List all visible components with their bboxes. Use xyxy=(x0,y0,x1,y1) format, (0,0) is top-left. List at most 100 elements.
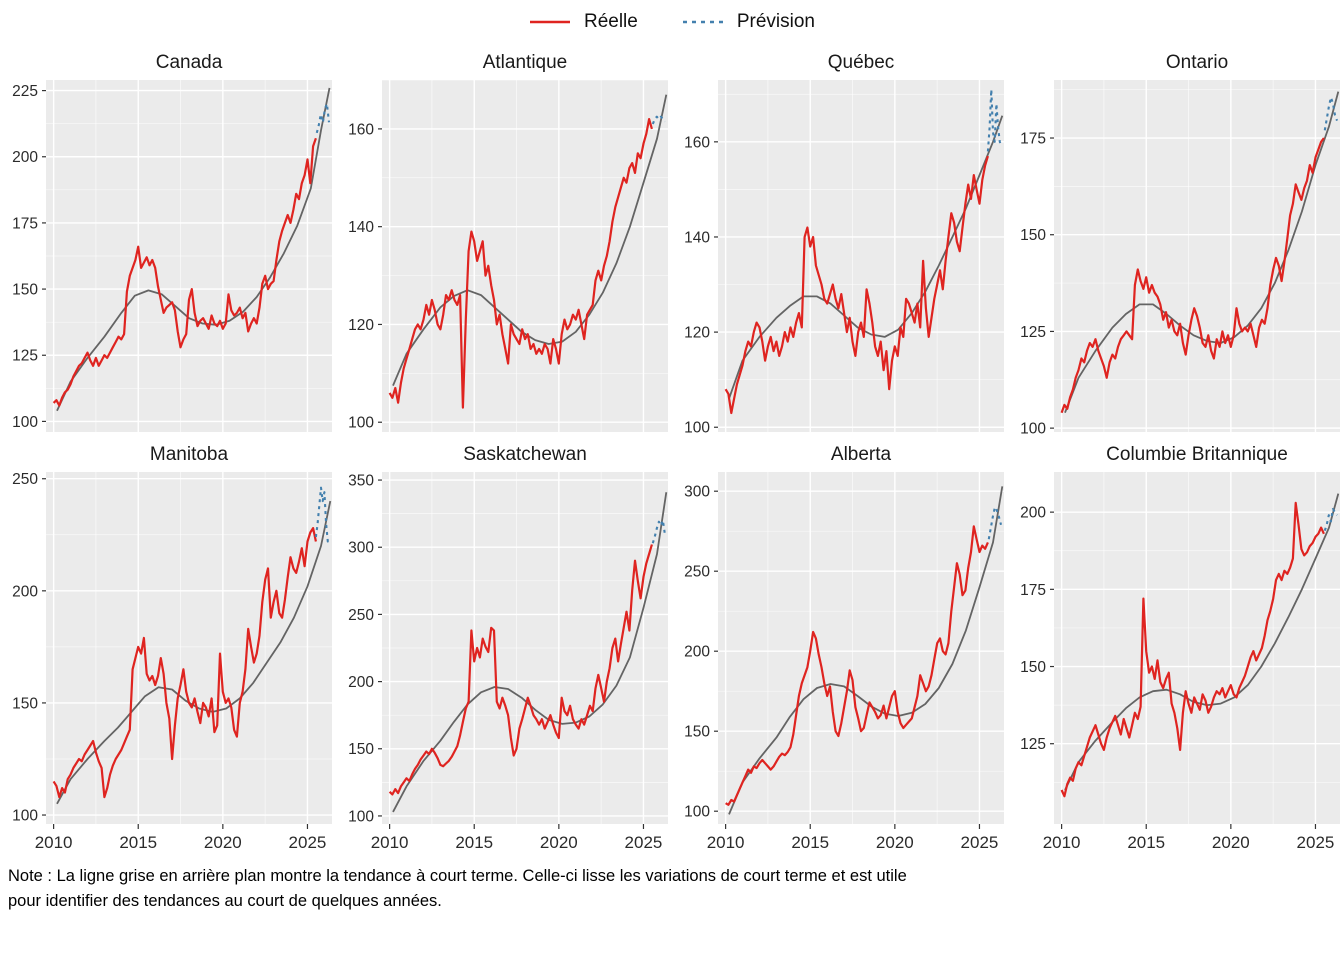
gridlines xyxy=(382,79,668,432)
plot-svg: 100 150 200 250 300 2010 2015 2020 2025 xyxy=(684,472,1004,852)
footnote-line-1: Note : La ligne grise en arrière plan mo… xyxy=(8,867,907,885)
svg-text:2020: 2020 xyxy=(204,833,242,852)
panel-atlantique: Atlantique 100 120 140 160 xyxy=(336,46,672,436)
series-lines xyxy=(388,492,668,813)
svg-text:2015: 2015 xyxy=(1127,833,1165,852)
gridlines xyxy=(718,80,1004,432)
series-lines xyxy=(1060,493,1340,798)
svg-text:2025: 2025 xyxy=(625,833,663,852)
forecast-line xyxy=(1323,508,1338,532)
actual-line xyxy=(1060,501,1325,798)
svg-text:2010: 2010 xyxy=(707,833,745,852)
y-axis: 100 150 200 250 300 350 xyxy=(348,472,382,825)
svg-text:2010: 2010 xyxy=(371,833,409,852)
y-axis: 100 120 140 160 xyxy=(684,134,718,436)
svg-text:125: 125 xyxy=(1020,736,1046,753)
svg-text:175: 175 xyxy=(1020,130,1046,147)
panel-plot: 100 120 140 160 xyxy=(336,76,672,436)
y-axis: 100 120 140 160 xyxy=(348,121,382,432)
svg-text:140: 140 xyxy=(684,229,710,246)
panel-ontario: Ontario 100 125 150 175 xyxy=(1008,46,1344,436)
series-lines xyxy=(1060,91,1340,414)
forecast-line xyxy=(314,486,331,543)
svg-text:250: 250 xyxy=(684,564,710,581)
gridlines xyxy=(1054,472,1340,824)
plot-svg: 100 125 150 175 xyxy=(1020,80,1340,436)
panel-manitoba: Manitoba 100 150 200 250 2010 2015 2020 2025 xyxy=(0,438,336,856)
trend-line xyxy=(56,500,332,805)
dashed-line-icon xyxy=(682,20,723,24)
panel-title: Ontario xyxy=(1165,52,1229,73)
series-lines xyxy=(52,486,332,805)
svg-text:125: 125 xyxy=(12,348,38,365)
panel-alberta: Alberta 100 150 200 250 300 2010 2015 2020 2025 xyxy=(672,438,1008,856)
plot-svg: 100 120 140 160 xyxy=(684,80,1004,436)
legend-item-reelle: Réelle xyxy=(529,11,638,33)
panel-background xyxy=(46,472,332,824)
actual-line xyxy=(725,525,989,806)
panel-title: Atlantique xyxy=(482,52,568,73)
plot-svg: 100 125 150 175 200 225 xyxy=(12,80,332,432)
panel-plot: 100 150 200 250 300 2010 2015 2020 2025 xyxy=(672,468,1008,856)
actual-line xyxy=(1060,137,1325,414)
svg-text:200: 200 xyxy=(1020,505,1046,522)
svg-text:300: 300 xyxy=(348,540,374,557)
panel-title: Columbie Britannique xyxy=(1106,444,1288,465)
panel-plot: 100 150 200 250 300 350 2010 2015 2020 2025 xyxy=(336,468,672,856)
y-axis: 100 125 150 175 200 225 xyxy=(12,83,46,431)
svg-text:150: 150 xyxy=(684,724,710,741)
svg-text:100: 100 xyxy=(684,804,710,821)
footnote-line-2: pour identifier des tendances au court d… xyxy=(8,892,442,910)
svg-text:200: 200 xyxy=(12,583,38,600)
panel-title: Saskatchewan xyxy=(463,444,587,465)
actual-line xyxy=(388,117,653,409)
svg-text:2015: 2015 xyxy=(455,833,493,852)
svg-text:150: 150 xyxy=(12,282,38,299)
panel-plot: 100 120 140 160 xyxy=(672,76,1008,436)
svg-text:100: 100 xyxy=(348,415,374,432)
svg-text:100: 100 xyxy=(12,807,38,824)
svg-text:2020: 2020 xyxy=(876,833,914,852)
svg-text:150: 150 xyxy=(348,741,374,758)
actual-line xyxy=(52,137,317,407)
panel-quebec: Québec 100 120 140 160 xyxy=(672,46,1008,436)
svg-text:200: 200 xyxy=(348,674,374,691)
legend-item-prevision: Prévision xyxy=(682,11,815,33)
forecast-line xyxy=(651,519,667,544)
y-axis: 100 150 200 250 xyxy=(12,471,46,824)
gridlines xyxy=(46,80,332,432)
svg-text:300: 300 xyxy=(684,484,710,501)
forecast-line xyxy=(315,102,331,134)
x-axis: 2010 2015 2020 2025 xyxy=(707,824,998,852)
svg-text:160: 160 xyxy=(348,121,374,138)
gridlines xyxy=(46,472,332,824)
x-axis: 2010 2015 2020 2025 xyxy=(371,824,663,852)
plot-svg: 100 150 200 250 2010 2015 2020 2025 xyxy=(12,471,332,852)
gridlines xyxy=(718,472,1004,824)
facet-grid: Canada 100 125 150 175 200 225 Atlantique 100… xyxy=(0,46,1344,856)
figure: Réelle Prévision Canada 100 125 150 175 200 2… xyxy=(0,4,1344,914)
svg-text:200: 200 xyxy=(12,149,38,166)
svg-text:100: 100 xyxy=(1020,421,1046,436)
panel-canada: Canada 100 125 150 175 200 225 xyxy=(0,46,336,436)
svg-text:350: 350 xyxy=(348,472,374,489)
svg-text:120: 120 xyxy=(684,325,710,342)
svg-text:2020: 2020 xyxy=(1212,833,1250,852)
actual-line xyxy=(724,155,989,415)
svg-text:150: 150 xyxy=(12,695,38,712)
svg-text:2015: 2015 xyxy=(119,833,157,852)
trend-line xyxy=(56,87,331,412)
series-lines xyxy=(388,94,668,409)
legend: Réelle Prévision xyxy=(0,4,1344,40)
panel-background xyxy=(1054,472,1340,824)
panel-title: Manitoba xyxy=(149,444,229,465)
svg-text:2020: 2020 xyxy=(540,833,578,852)
svg-text:175: 175 xyxy=(12,215,38,232)
svg-text:2025: 2025 xyxy=(289,833,327,852)
y-axis: 100 150 200 250 300 xyxy=(684,484,718,821)
panel-plot: 100 125 150 175 200 225 xyxy=(0,76,336,436)
legend-label-reelle: Réelle xyxy=(583,11,638,32)
legend-label-prevision: Prévision xyxy=(736,11,816,32)
forecast-line xyxy=(1323,96,1338,131)
footnote: Note : La ligne grise en arrière plan mo… xyxy=(8,864,1344,914)
